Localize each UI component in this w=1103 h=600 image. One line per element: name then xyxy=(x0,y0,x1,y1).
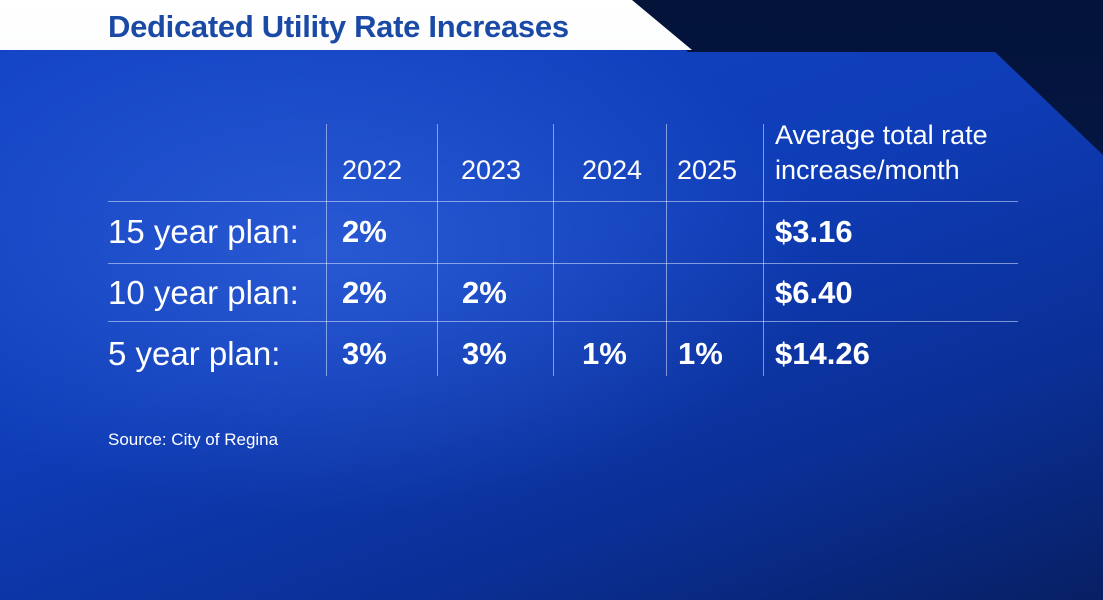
grid-line-vertical xyxy=(553,124,554,376)
row-label-15-year-plan: 15 year plan: xyxy=(108,213,299,250)
cell-value: $3.16 xyxy=(775,214,853,249)
grid-line-horizontal xyxy=(108,263,1018,264)
column-header-2023: 2023 xyxy=(461,155,522,185)
column-header-average-line1: Average total rate xyxy=(775,120,988,150)
page-title: Dedicated Utility Rate Increases xyxy=(108,9,569,44)
cell-value: 3% xyxy=(342,336,387,371)
grid-line-horizontal xyxy=(108,321,1018,322)
cell-value: 1% xyxy=(678,336,723,371)
cell-value: 2% xyxy=(462,275,507,310)
source-note: Source: City of Regina xyxy=(108,430,279,449)
column-header-2025: 2025 xyxy=(677,155,738,185)
row-label-5-year-plan: 5 year plan: xyxy=(108,335,281,372)
cell-value: 3% xyxy=(462,336,507,371)
cell-value: 2% xyxy=(342,214,387,249)
grid-line-vertical xyxy=(326,124,327,376)
row-label-10-year-plan: 10 year plan: xyxy=(108,274,299,311)
grid-line-vertical xyxy=(437,124,438,376)
cell-value: 1% xyxy=(582,336,627,371)
column-header-2022: 2022 xyxy=(342,155,403,185)
grid-line-vertical xyxy=(763,124,764,376)
grid-line-horizontal xyxy=(108,201,1018,202)
cell-value: 2% xyxy=(342,275,387,310)
column-header-average-line2: increase/month xyxy=(775,155,960,185)
grid-line-vertical xyxy=(666,124,667,376)
column-header-2024: 2024 xyxy=(582,155,643,185)
cell-value: $6.40 xyxy=(775,275,853,310)
cell-value: $14.26 xyxy=(775,336,870,371)
